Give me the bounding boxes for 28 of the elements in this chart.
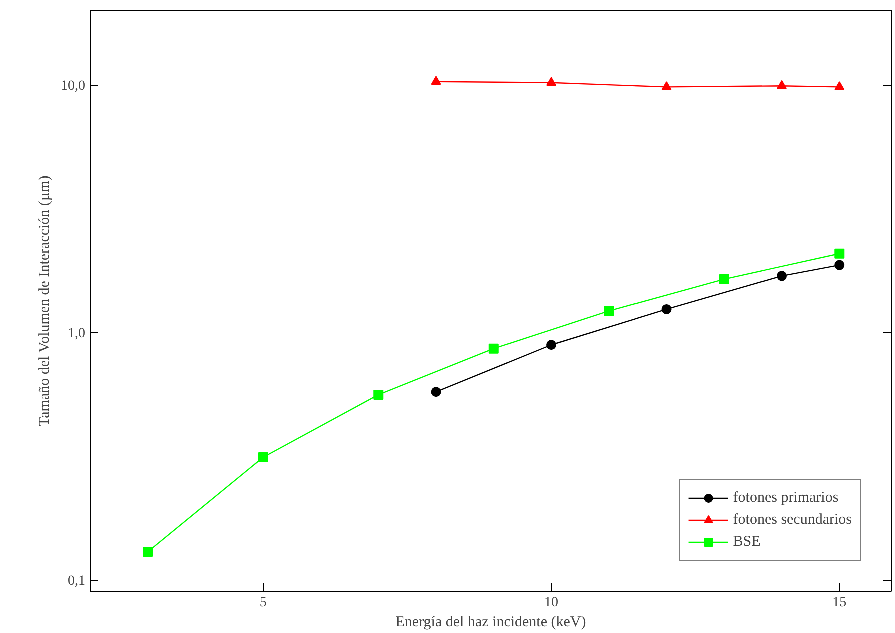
point [431,76,442,85]
point [546,340,557,350]
legend-label: fotones secundarios [733,512,852,528]
point [546,77,557,86]
y-tick-label: 10,0 [61,79,86,94]
point [777,271,788,282]
point [431,387,442,398]
legend-label: fotones primarios [733,490,839,506]
x-tick-label: 10 [544,596,559,610]
x-tick-label: 15 [832,596,847,610]
point [834,82,845,90]
y-axis-title: Tamaño del Volumen de Interacción (µm) [37,176,53,426]
point [777,80,788,90]
legend-label: BSE [733,534,761,550]
point [662,82,672,90]
point [834,248,845,259]
point [374,390,384,400]
point [488,344,499,354]
x-axis-title: Energía del haz incidente (keV) [396,614,586,630]
y-tick-label: 0,1 [68,574,86,590]
point [143,546,154,557]
point [662,304,672,314]
point [719,274,730,284]
y-tick-label: 1,0 [68,326,86,342]
point [258,452,268,462]
point [834,260,845,270]
point [604,306,614,316]
x-tick-label: 5 [260,596,267,610]
